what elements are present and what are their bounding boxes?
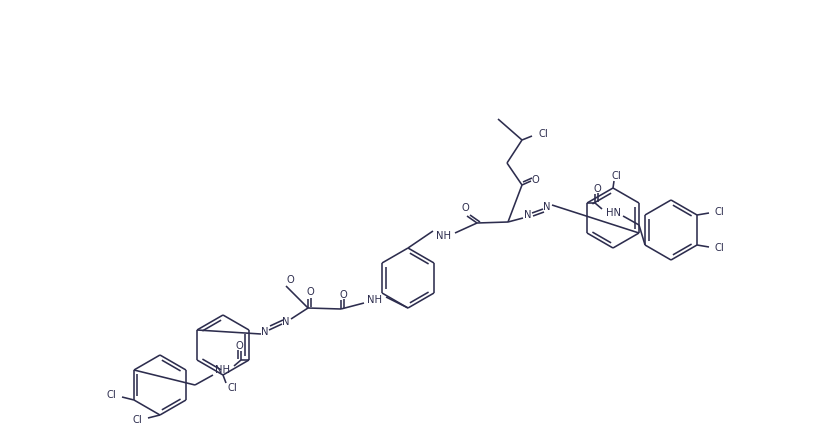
Text: O: O	[339, 290, 346, 300]
Text: O: O	[531, 175, 538, 185]
Text: N: N	[523, 210, 531, 220]
Text: NH: NH	[436, 231, 451, 241]
Text: Cl: Cl	[610, 171, 620, 181]
Text: Cl: Cl	[714, 243, 724, 253]
Text: O: O	[286, 275, 293, 285]
Text: HN: HN	[604, 208, 619, 218]
Text: O: O	[461, 203, 468, 213]
Text: O: O	[593, 184, 600, 194]
Text: NH: NH	[215, 365, 230, 375]
Text: Cl: Cl	[538, 129, 548, 139]
Text: N: N	[543, 202, 550, 212]
Text: Cl: Cl	[106, 390, 116, 400]
Text: Cl: Cl	[714, 207, 724, 217]
Text: O: O	[306, 287, 314, 297]
Text: O: O	[235, 341, 242, 351]
Text: N: N	[261, 327, 268, 337]
Text: Cl: Cl	[132, 415, 142, 425]
Text: N: N	[282, 317, 289, 327]
Text: NH: NH	[367, 295, 382, 305]
Text: Cl: Cl	[227, 383, 237, 393]
